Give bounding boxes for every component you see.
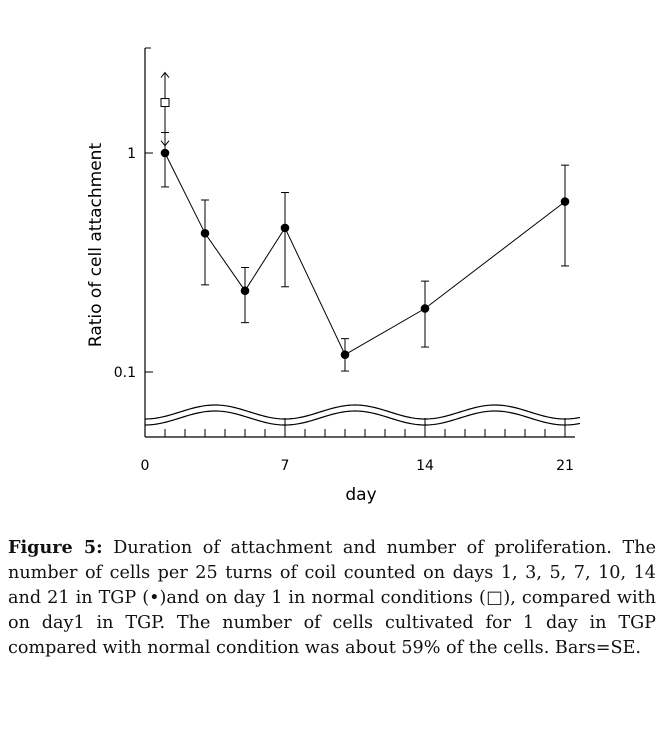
error-bar-arrow <box>160 140 170 147</box>
x-axis-label: day <box>345 485 376 505</box>
data-point-open-square <box>160 98 170 108</box>
data-point <box>240 286 250 296</box>
chart: 0 7 14 21 10.1 day Ratio of cell attachment <box>86 47 581 505</box>
data-point <box>160 148 170 158</box>
x-tick-label: 7 <box>281 458 290 474</box>
data-point <box>420 304 430 313</box>
break-wave-line <box>144 404 581 420</box>
data-point <box>340 350 350 359</box>
x-tick-label: 14 <box>416 458 434 474</box>
y-tick-label: 1 <box>127 146 136 162</box>
y-tick-label: 0.1 <box>114 365 136 381</box>
data-marks <box>160 71 570 372</box>
caption-label: Figure 5: <box>8 537 103 558</box>
figure-caption: Figure 5: Duration of attachment and num… <box>8 535 656 661</box>
x-tick-label: 21 <box>556 458 574 474</box>
y-axis-label: Ratio of cell attachment <box>86 143 106 348</box>
x-tick-label: 0 <box>141 458 150 474</box>
x-ticks: 0 7 14 21 <box>141 418 574 474</box>
data-point <box>280 223 290 233</box>
error-bar-arrow <box>160 71 170 78</box>
axis-break-wave <box>144 404 581 426</box>
data-point <box>560 197 570 206</box>
break-wave-line <box>144 410 581 426</box>
y-ticks: 10.1 <box>114 47 153 381</box>
axes <box>144 48 575 438</box>
caption-text: Duration of attachment and number of pro… <box>8 538 656 658</box>
data-point <box>200 228 210 238</box>
series-line <box>164 152 566 356</box>
